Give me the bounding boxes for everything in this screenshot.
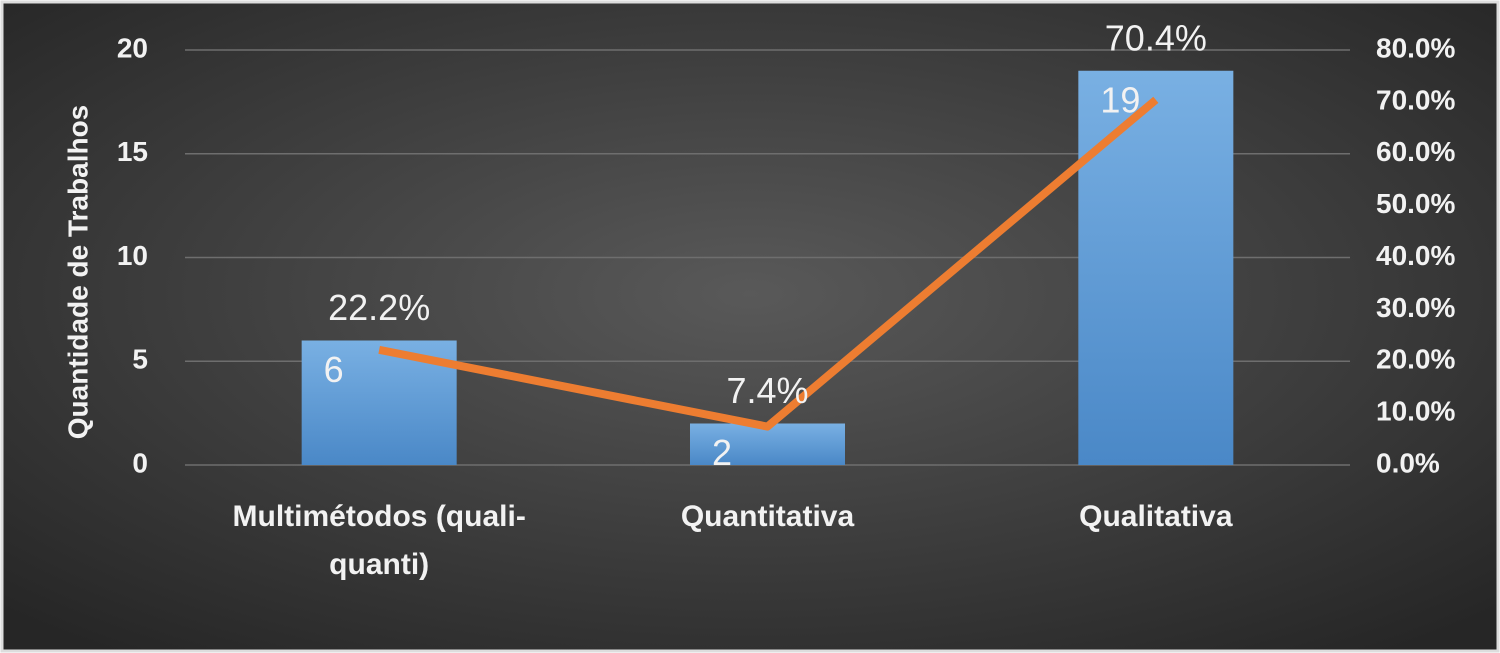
y2-tick-label: 30.0% (1376, 292, 1455, 323)
y2-tick-label: 40.0% (1376, 240, 1455, 271)
y-tick-label: 0 (132, 447, 148, 478)
bar-value-label: 6 (324, 349, 344, 390)
y-tick-label: 15 (117, 136, 148, 167)
y2-tick-label: 80.0% (1376, 32, 1455, 63)
y2-tick-label: 60.0% (1376, 136, 1455, 167)
y2-tick-label: 70.0% (1376, 84, 1455, 115)
y-tick-label: 5 (132, 344, 148, 375)
y2-tick-label: 10.0% (1376, 396, 1455, 427)
y-tick-label: 20 (117, 32, 148, 63)
bar-value-label: 2 (712, 432, 732, 473)
x-tick-label: Multimétodos (quali-quanti) (233, 500, 526, 581)
x-tick-label: Quantitativa (681, 500, 855, 533)
y-tick-label: 10 (117, 240, 148, 271)
line (378, 96, 1159, 431)
y-axis-label: Quantidade de Trabalhos (62, 105, 93, 440)
line-value-label: 70.4% (1105, 17, 1207, 58)
line-value-label: 7.4% (726, 370, 808, 411)
y2-tick-label: 50.0% (1376, 188, 1455, 219)
bar (1078, 70, 1234, 465)
y2-tick-label: 0.0% (1376, 447, 1440, 478)
x-tick-label: Qualitativa (1079, 500, 1233, 533)
line-value-label: 22.2% (328, 287, 430, 328)
y2-tick-label: 20.0% (1376, 344, 1455, 375)
